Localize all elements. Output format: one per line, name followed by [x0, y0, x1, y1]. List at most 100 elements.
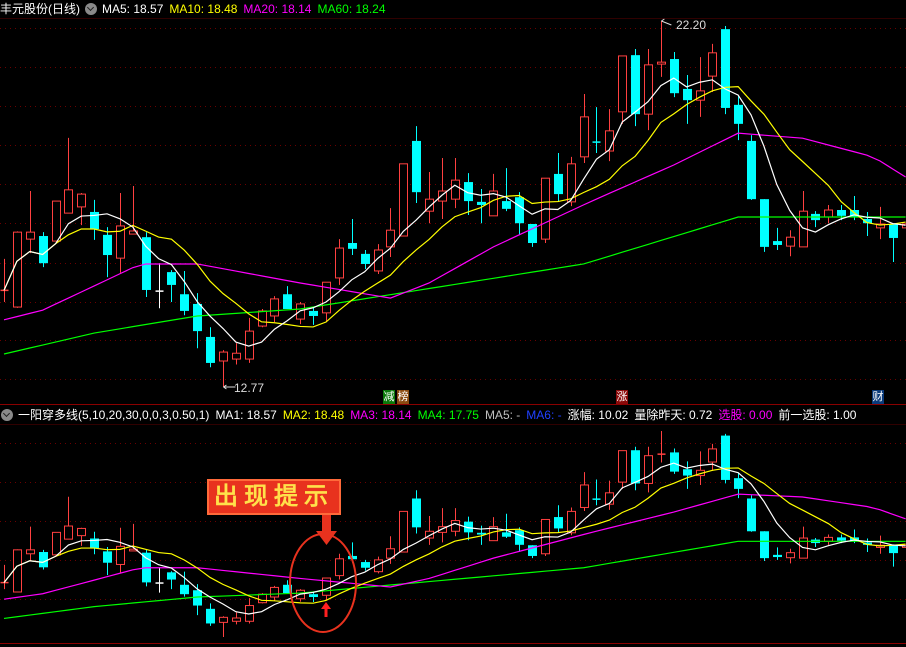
candle-body: [696, 90, 705, 101]
candle-body: [129, 548, 138, 552]
volume-ratio-value: 量除昨天: 0.72: [634, 408, 713, 422]
candle-body: [309, 310, 318, 316]
candle-body: [348, 555, 357, 560]
candle-body: [683, 469, 692, 476]
candle-body: [399, 163, 408, 237]
candle-body: [670, 452, 679, 472]
ma4-value: MA4: 17.75: [417, 408, 479, 422]
tag-bang[interactable]: 榜: [397, 390, 409, 404]
candle-body: [193, 303, 202, 332]
candle-body: [644, 64, 653, 115]
candle-body: [837, 210, 846, 216]
candle-body: [528, 545, 537, 556]
candle-body: [52, 200, 61, 242]
candle-body: [425, 530, 434, 539]
candle-body: [438, 526, 447, 533]
candle-body: [618, 55, 627, 113]
candle-body: [567, 510, 576, 534]
candle-body: [103, 234, 112, 256]
candle-body: [167, 572, 176, 580]
candle-body: [631, 55, 640, 115]
candle-body: [167, 272, 176, 285]
candle-body: [464, 182, 473, 202]
candle-body: [13, 549, 22, 593]
candle-body: [721, 435, 730, 480]
candle-body: [889, 545, 898, 554]
ma1-value: MA1: 18.57: [215, 408, 277, 422]
candle-body: [786, 552, 795, 559]
candle-body: [554, 517, 563, 529]
candle-body: [412, 498, 421, 528]
candle-body: [515, 530, 524, 545]
ma20-line-bottom: [3, 493, 906, 600]
top-header: 丰元股份(日线) MA5: 18.57 MA10: 18.48 MA20: 18…: [0, 0, 392, 18]
candle-body: [863, 218, 872, 224]
high-price-label: 22.20: [676, 18, 707, 32]
candle-body: [554, 173, 563, 195]
ma5-value: MA5: 18.57: [102, 2, 164, 16]
candle-body: [283, 294, 292, 309]
tag-cai[interactable]: 财: [872, 390, 884, 404]
ma20-value: MA20: 18.14: [243, 2, 312, 16]
candle-body: [451, 520, 460, 532]
candle-body: [361, 562, 370, 568]
candle-body: [412, 140, 421, 193]
candle-body: [708, 52, 717, 77]
candle-body: [348, 243, 357, 249]
candle-body: [232, 352, 241, 360]
candle-body: [361, 253, 370, 264]
signal-circle: [289, 533, 357, 633]
prev-xuangu-value: 前一选股: 1.00: [778, 408, 857, 422]
high-marker-arrow: [661, 18, 672, 26]
candle-body: [837, 537, 846, 541]
candle-body: [464, 521, 473, 533]
candle-body: [335, 558, 344, 577]
candle-body: [528, 223, 537, 244]
candle-body: [477, 201, 486, 205]
candle-body: [708, 448, 717, 463]
signal-hint-box: 出现提示: [207, 479, 341, 515]
chevron-down-icon[interactable]: [85, 3, 97, 15]
candle-body: [824, 209, 833, 218]
candle-body: [876, 223, 885, 229]
candle-body: [399, 510, 408, 553]
ma3-value: MA3: 18.14: [350, 408, 412, 422]
tag-zhang[interactable]: 涨: [616, 390, 628, 404]
candle-body: [902, 223, 906, 229]
candle-body: [502, 201, 511, 209]
low-marker-arrow: [223, 384, 236, 390]
candle-body: [129, 230, 138, 235]
candle-body: [683, 88, 692, 101]
candle-body: [760, 199, 769, 247]
candle-body: [232, 617, 241, 622]
tag-jian[interactable]: 减: [383, 390, 395, 404]
indicator-header: 一阳穿多线(5,10,20,30,0,0,3,0.50,1) MA1: 18.5…: [0, 406, 862, 424]
candle-body: [26, 231, 35, 240]
candle-body: [863, 542, 872, 545]
candle-body: [515, 197, 524, 224]
low-price-label: 12.77: [234, 381, 265, 395]
candle-body: [734, 478, 743, 489]
candle-body: [206, 336, 215, 363]
candle-body: [219, 351, 228, 362]
candle-body: [309, 594, 318, 598]
ma6-value: MA6: -: [526, 408, 562, 422]
candle-body: [270, 586, 279, 598]
candle-body: [39, 236, 48, 264]
candle-body: [219, 616, 228, 623]
ma5-line-bottom: [3, 462, 906, 615]
candle-body: [889, 223, 898, 238]
candle-body: [13, 231, 22, 308]
candle-body: [103, 551, 112, 563]
chevron-down-icon[interactable]: [1, 409, 13, 421]
candle-body: [180, 294, 189, 311]
down-arrow-icon: [316, 515, 337, 545]
candle-body: [374, 559, 383, 573]
candle-body: [438, 190, 447, 202]
candle-body: [747, 140, 756, 200]
candle-body: [116, 545, 125, 565]
ma5-value: MA5: -: [484, 408, 521, 422]
candle-body: [489, 190, 498, 217]
candle-body: [270, 298, 279, 317]
